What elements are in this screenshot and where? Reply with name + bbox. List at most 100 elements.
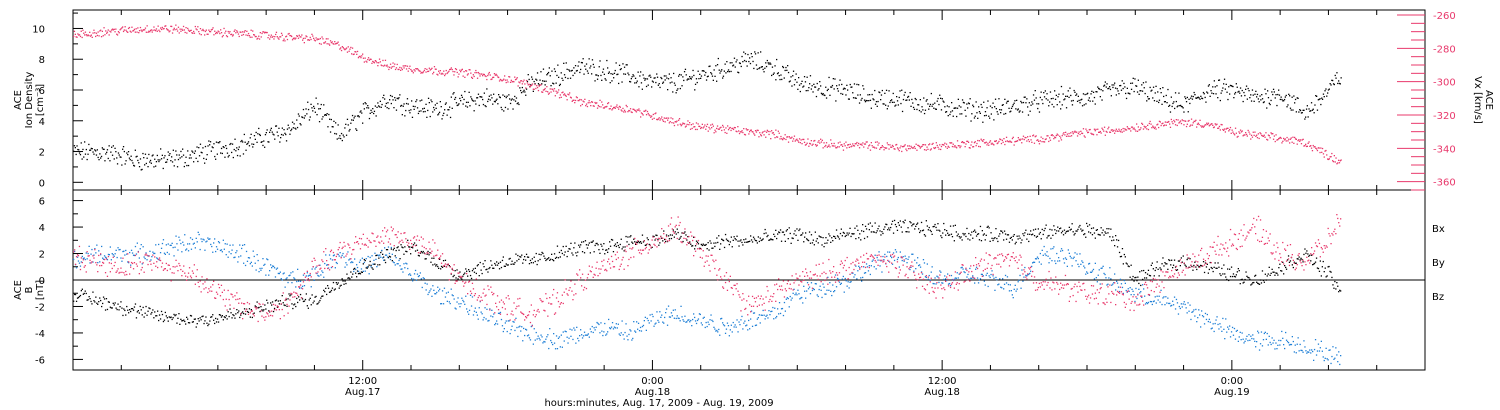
data-point-ion-density	[774, 65, 776, 67]
data-point-by	[541, 336, 543, 338]
data-point-ion-density	[430, 99, 432, 101]
data-point-vx	[1270, 132, 1272, 134]
data-point-by	[143, 256, 145, 258]
data-point-vx	[501, 80, 503, 82]
data-point-ion-density	[1325, 88, 1327, 90]
data-point-bx	[1118, 251, 1121, 254]
data-point-by	[513, 321, 515, 323]
data-point-ion-density	[836, 85, 838, 87]
data-point-bx	[213, 319, 215, 321]
data-point-bx	[100, 299, 102, 302]
data-point-vx	[425, 71, 427, 73]
data-point-vx	[320, 43, 322, 45]
data-point-by	[133, 254, 136, 257]
data-point-vx	[874, 147, 876, 149]
data-point-by	[440, 303, 443, 305]
data-point-ion-density	[208, 140, 210, 142]
data-point-ion-density	[1076, 100, 1079, 102]
data-point-ion-density	[913, 108, 916, 110]
data-point-bx	[438, 267, 440, 269]
data-point-bx	[1063, 229, 1066, 231]
data-point-vx	[281, 34, 283, 36]
data-point-ion-density	[362, 103, 365, 105]
data-point-ion-density	[223, 146, 225, 149]
data-point-vx	[563, 94, 565, 96]
data-point-vx	[883, 149, 885, 151]
data-point-vx	[233, 30, 235, 32]
data-point-vx	[371, 62, 373, 64]
data-point-by	[450, 288, 452, 290]
data-point-ion-density	[405, 109, 407, 112]
data-point-ion-density	[1332, 79, 1334, 82]
data-point-bx	[1039, 231, 1041, 234]
data-point-vx	[732, 128, 735, 131]
data-point-vx	[955, 146, 957, 148]
data-point-bx	[839, 232, 842, 235]
data-point-vx	[1166, 121, 1168, 123]
data-point-bx	[895, 226, 898, 228]
data-point-ion-density	[816, 82, 818, 85]
data-point-ion-density	[100, 157, 102, 159]
data-point-ion-density	[1070, 94, 1072, 97]
data-point-vx	[78, 34, 80, 36]
data-point-ion-density	[1259, 95, 1261, 97]
data-point-bx	[984, 239, 986, 241]
data-point-ion-density	[958, 105, 960, 107]
data-point-vx	[1204, 124, 1206, 126]
data-point-by	[405, 262, 407, 264]
data-point-ion-density	[690, 78, 692, 80]
data-point-ion-density	[1008, 107, 1010, 109]
data-point-vx	[113, 28, 115, 30]
data-point-ion-density	[1043, 96, 1046, 98]
data-point-ion-density	[1201, 97, 1203, 99]
data-point-bx	[1101, 232, 1103, 234]
data-point-ion-density	[340, 137, 342, 140]
data-point-vx	[723, 129, 725, 131]
data-point-ion-density	[847, 89, 849, 91]
data-point-ion-density	[918, 104, 920, 106]
data-point-ion-density	[1046, 93, 1048, 95]
data-point-vx	[940, 145, 943, 148]
data-point-bx	[1249, 278, 1251, 280]
data-point-ion-density	[1308, 108, 1310, 110]
data-point-vx	[344, 49, 346, 51]
data-point-vx	[365, 60, 367, 62]
data-point-by	[297, 268, 299, 270]
data-point-ion-density	[258, 133, 261, 136]
data-point-by	[159, 252, 162, 254]
data-point-bx	[838, 238, 841, 240]
data-point-bx	[1096, 229, 1098, 231]
data-point-vx	[596, 107, 599, 109]
data-point-ion-density	[1257, 98, 1259, 100]
data-point-bx	[1046, 237, 1048, 239]
data-point-bx	[315, 295, 317, 298]
data-point-vx	[197, 26, 199, 28]
data-point-bx	[651, 246, 653, 248]
data-point-vx	[874, 141, 877, 143]
data-point-vx	[651, 115, 653, 117]
data-point-bx	[1062, 234, 1065, 236]
data-point-bx	[684, 231, 686, 233]
data-point-by	[338, 255, 340, 257]
data-point-vx	[591, 101, 593, 103]
data-point-ion-density	[699, 73, 701, 75]
data-point-bx	[845, 234, 847, 237]
data-point-ion-density	[893, 101, 895, 103]
data-point-vx	[648, 114, 650, 116]
data-point-ion-density	[891, 99, 893, 101]
data-point-by	[497, 312, 500, 314]
data-point-ion-density	[1003, 113, 1005, 115]
data-point-vx	[116, 34, 119, 36]
data-point-vx	[1040, 136, 1042, 138]
data-point-bx	[680, 235, 682, 238]
data-point-ion-density	[978, 106, 980, 108]
data-point-vx	[1211, 123, 1213, 125]
data-point-bx	[351, 276, 353, 278]
data-point-vx	[520, 80, 522, 82]
data-point-vx	[393, 65, 395, 68]
data-point-ion-density	[1223, 78, 1226, 80]
data-point-vx	[799, 142, 801, 144]
data-point-by	[491, 309, 493, 311]
data-point-vx	[175, 24, 177, 26]
data-point-ion-density	[97, 156, 99, 159]
